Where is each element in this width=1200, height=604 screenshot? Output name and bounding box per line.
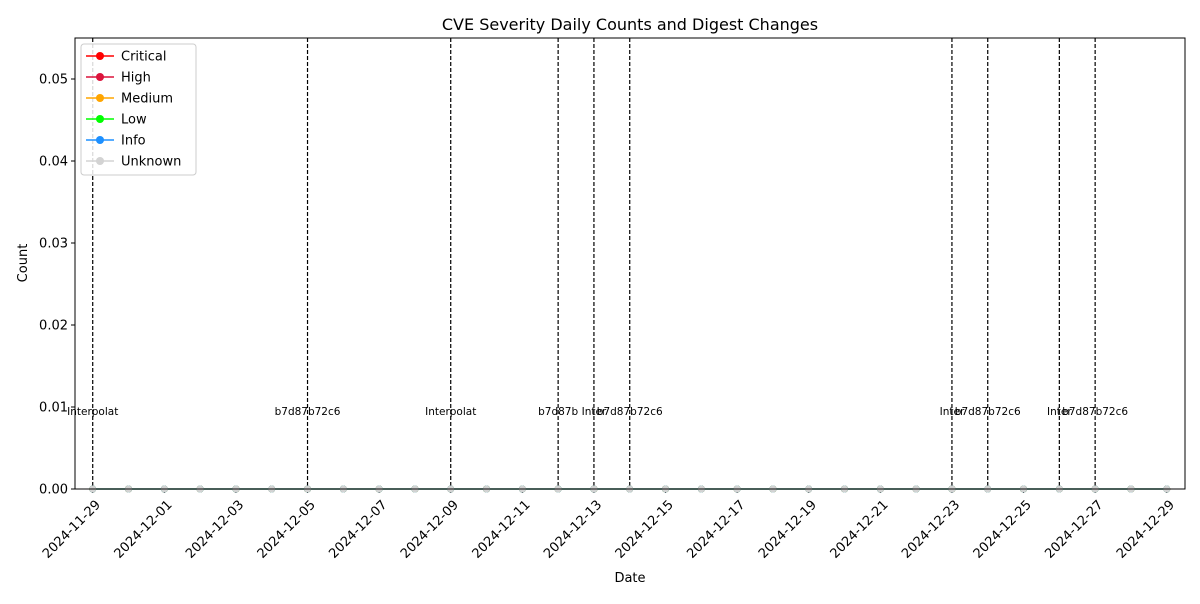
digest-change-label: Inter <box>1047 406 1072 418</box>
x-tick-label: 2024-12-01 <box>112 498 176 562</box>
legend-label: Critical <box>121 50 166 65</box>
legend-label: Unknown <box>121 155 181 170</box>
legend: Critical High Medium Low Info Unknown <box>80 43 197 176</box>
legend-label: Info <box>121 134 146 149</box>
plot-frame <box>74 37 1186 490</box>
y-tick-label: 0.05 <box>39 73 68 88</box>
chart-title: CVE Severity Daily Counts and Digest Cha… <box>442 15 818 34</box>
legend-label: Low <box>121 113 147 128</box>
digest-change-label: b7d87b72c6 <box>597 406 663 418</box>
x-tick-label: 2024-12-05 <box>255 498 319 562</box>
legend-marker <box>96 94 104 102</box>
x-tick-label: 2024-12-11 <box>470 498 534 562</box>
legend-label: High <box>121 71 151 86</box>
x-tick-label: 2024-12-03 <box>183 498 247 562</box>
x-tick-label: 2024-12-25 <box>971 498 1035 562</box>
y-axis-label: Count <box>16 244 31 283</box>
legend-marker <box>96 136 104 144</box>
x-tick-label: 2024-12-27 <box>1042 498 1106 562</box>
y-tick-label: 0.00 <box>39 483 68 498</box>
y-tick-label: 0.04 <box>39 155 68 170</box>
digest-change-label: Inter <box>940 406 965 418</box>
legend-marker <box>96 115 104 123</box>
y-tick-label: 0.03 <box>39 237 68 252</box>
digest-lines-group <box>92 38 1096 489</box>
digest-change-label: Interpolat <box>425 406 476 418</box>
x-tick-label: 2024-12-09 <box>398 498 462 562</box>
legend-marker <box>96 52 104 60</box>
x-tick-label: 2024-12-17 <box>684 498 748 562</box>
x-tick-label: 2024-12-19 <box>756 498 820 562</box>
digest-change-label: b7d87b72c6 <box>1062 406 1128 418</box>
x-axis-label: Date <box>614 571 645 586</box>
x-tick-label: 2024-12-29 <box>1114 498 1178 562</box>
y-tick-label: 0.02 <box>39 319 68 334</box>
x-tick-label: 2024-12-07 <box>326 498 390 562</box>
x-tick-label: 2024-11-29 <box>40 498 104 562</box>
digest-change-label: b7d87b72c6 <box>275 406 341 418</box>
legend-marker <box>96 157 104 165</box>
legend-marker <box>96 73 104 81</box>
x-tick-label: 2024-12-23 <box>899 498 963 562</box>
digest-labels-group: Interpolat b7d87b72c6 Interpolat b7d87b Inte… <box>67 406 1128 418</box>
digest-change-label: b7d87b72c6 <box>955 406 1021 418</box>
legend-label: Medium <box>121 92 173 107</box>
x-tick-label: 2024-12-15 <box>613 498 677 562</box>
x-tick-label: 2024-12-21 <box>828 498 892 562</box>
x-tick-label: 2024-12-13 <box>541 498 605 562</box>
digest-change-label: b7d87b <box>538 406 578 418</box>
digest-change-label: Inter <box>582 406 607 418</box>
y-tick-label: 0.01 <box>39 401 68 416</box>
digest-change-label: Interpolat <box>67 406 118 418</box>
